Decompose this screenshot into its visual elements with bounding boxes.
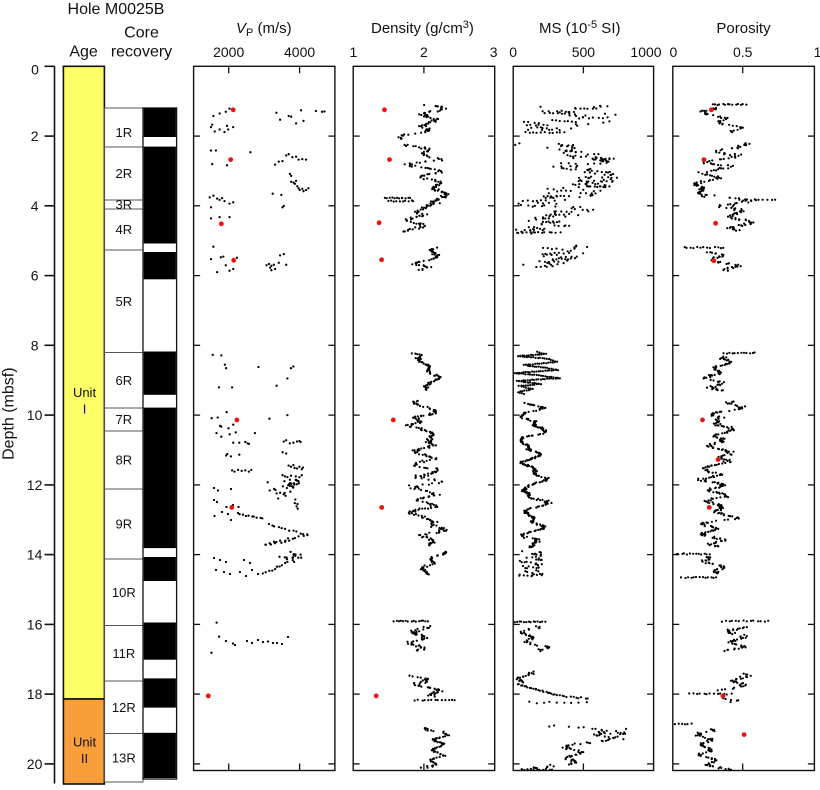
svg-text:8: 8 — [31, 337, 39, 353]
svg-text:2: 2 — [420, 44, 428, 60]
svg-text:5R: 5R — [115, 294, 132, 309]
svg-text:12: 12 — [27, 477, 43, 493]
svg-text:4R: 4R — [115, 222, 132, 237]
svg-text:0: 0 — [509, 44, 517, 60]
svg-text:1: 1 — [350, 44, 358, 60]
svg-text:Unit: Unit — [73, 735, 97, 750]
svg-text:2: 2 — [31, 128, 39, 144]
svg-text:recovery: recovery — [111, 44, 172, 61]
svg-text:12R: 12R — [112, 700, 136, 715]
svg-text:3R: 3R — [115, 197, 132, 212]
svg-text:6R: 6R — [115, 373, 132, 388]
svg-text:Porosity: Porosity — [716, 20, 771, 37]
svg-text:16: 16 — [27, 617, 43, 633]
svg-text:I: I — [83, 402, 87, 417]
svg-text:3: 3 — [490, 44, 498, 60]
svg-text:0: 0 — [31, 61, 39, 77]
svg-text:1R: 1R — [115, 125, 132, 140]
svg-text:7R: 7R — [115, 412, 132, 427]
svg-text:14: 14 — [27, 547, 43, 563]
svg-text:Core: Core — [124, 25, 159, 42]
svg-text:II: II — [81, 751, 88, 766]
svg-text:Age: Age — [69, 44, 98, 61]
svg-text:6: 6 — [31, 268, 39, 284]
svg-text:10R: 10R — [112, 585, 136, 600]
svg-text:9R: 9R — [115, 517, 132, 532]
svg-text:1: 1 — [814, 44, 820, 60]
svg-text:4: 4 — [31, 198, 39, 214]
svg-text:18: 18 — [27, 686, 43, 702]
svg-text:Hole M0025B: Hole M0025B — [68, 1, 165, 18]
svg-text:Depth (mbsf): Depth (mbsf) — [1, 367, 18, 459]
svg-text:2R: 2R — [115, 166, 132, 181]
svg-text:0.5: 0.5 — [733, 44, 753, 60]
svg-text:0: 0 — [670, 44, 678, 60]
svg-text:8R: 8R — [115, 453, 132, 468]
svg-text:13R: 13R — [112, 751, 136, 766]
svg-text:500: 500 — [572, 44, 596, 60]
svg-text:20: 20 — [27, 756, 43, 772]
svg-text:1000: 1000 — [630, 44, 661, 60]
svg-text:Density (g/cm3): Density (g/cm3) — [371, 19, 474, 37]
svg-text:4000: 4000 — [284, 44, 315, 60]
svg-text:MS (10-5 SI): MS (10-5 SI) — [539, 19, 620, 37]
svg-text:2000: 2000 — [213, 44, 244, 60]
svg-text:11R: 11R — [112, 646, 135, 661]
svg-text:Unit: Unit — [73, 385, 97, 400]
svg-text:10: 10 — [27, 407, 43, 423]
svg-text:VP (m/s): VP (m/s) — [236, 20, 292, 39]
